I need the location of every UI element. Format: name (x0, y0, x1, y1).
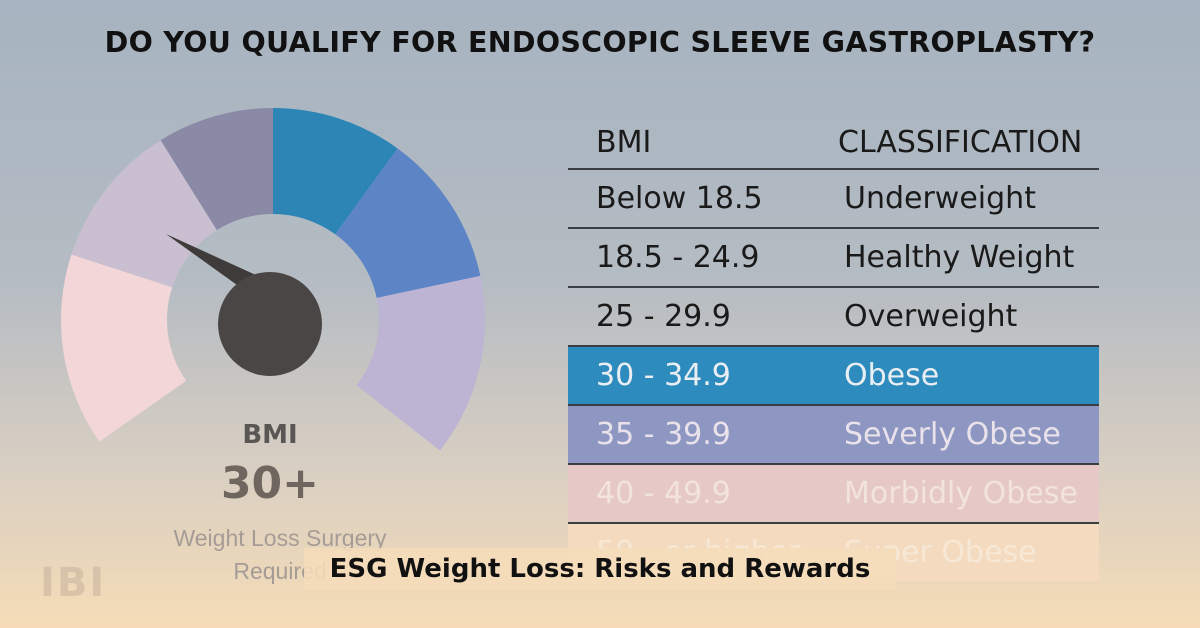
table-row: 25 - 29.9 Overweight (568, 288, 1099, 347)
gauge-segment-3 (160, 108, 273, 231)
table-row: 35 - 39.9 Severly Obese (568, 406, 1099, 465)
row-classification: Morbidly Obese (844, 476, 1078, 511)
row-bmi: Below 18.5 (596, 181, 763, 216)
row-bmi: 30 - 34.9 (596, 358, 731, 393)
table-row: 18.5 - 24.9 Healthy Weight (568, 229, 1099, 288)
table-row: 30 - 34.9 Obese (568, 347, 1099, 406)
bmi-gauge (61, 108, 485, 451)
bmi-classification-table: BMI CLASSIFICATION Below 18.5 Underweigh… (568, 112, 1099, 581)
gauge-segment-6 (356, 275, 485, 451)
header-classification: CLASSIFICATION (838, 125, 1083, 160)
row-bmi: 35 - 39.9 (596, 417, 731, 452)
page-title: DO YOU QUALIFY FOR ENDOSCOPIC SLEEVE GAS… (104, 26, 1096, 59)
gauge-caption-line-1: Weight Loss Surgery (173, 525, 387, 551)
header-bmi: BMI (596, 125, 652, 160)
gauge-segment-5 (335, 148, 481, 298)
table-row: 40 - 49.9 Morbidly Obese (568, 465, 1099, 524)
row-bmi: 40 - 49.9 (596, 476, 731, 511)
watermark-logo: IBI (40, 560, 107, 606)
needle-icon (166, 234, 258, 290)
gauge-segment-1 (61, 254, 187, 442)
table-header: BMI CLASSIFICATION (568, 112, 1099, 170)
row-bmi: 25 - 29.9 (596, 299, 731, 334)
row-classification: Obese (844, 358, 940, 393)
table-row: Below 18.5 Underweight (568, 170, 1099, 229)
gauge-segments (61, 108, 485, 451)
gauge-hub (218, 272, 322, 376)
gauge-bmi-label: BMI (242, 420, 298, 450)
gauge-segment-4 (273, 108, 398, 235)
gauge-segment-2 (71, 140, 217, 288)
caption-banner: ESG Weight Loss: Risks and Rewards (304, 548, 896, 590)
gauge-bmi-value: 30+ (220, 458, 320, 509)
row-classification: Healthy Weight (844, 240, 1075, 275)
row-classification: Severly Obese (844, 417, 1061, 452)
row-bmi: 18.5 - 24.9 (596, 240, 760, 275)
row-classification: Overweight (844, 299, 1018, 334)
row-classification: Underweight (844, 181, 1036, 216)
